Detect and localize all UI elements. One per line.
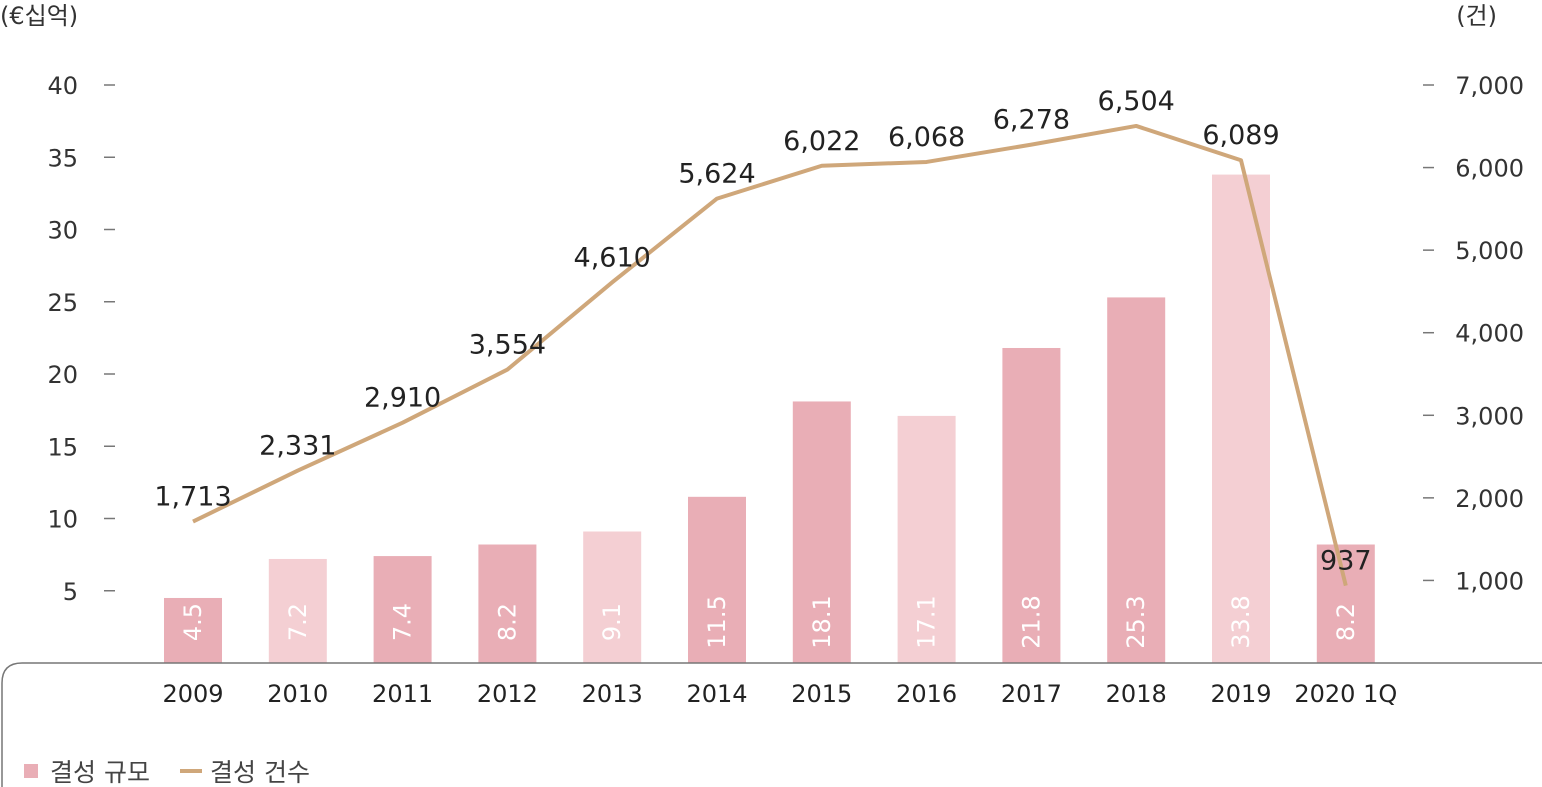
right-axis-tick-label: 3,000 [1455,402,1524,430]
left-axis-tick-label: 20 [47,361,78,389]
bar-value-label: 25.3 [1122,595,1150,648]
right-axis-tick-label: 1,000 [1455,567,1524,595]
bar-value-label: 4.5 [179,603,207,641]
count-value-label: 6,022 [783,126,860,157]
right-axis-tick-label: 2,000 [1455,485,1524,513]
bar [268,558,327,663]
bar-value-label: 8.2 [493,603,521,641]
bar-value-label: 9.1 [598,603,626,641]
right-axis-tick-label: 6,000 [1455,155,1524,183]
count-value-label: 5,624 [678,159,755,190]
count-value-label: 937 [1320,546,1372,577]
right-axis: 1,000 2,000 3,000 4,000 5,000 6,000 7,000 [1423,72,1524,595]
bar-series [164,174,1375,663]
bar-value-label: 8.2 [1332,603,1360,641]
x-axis-tick-label: 2011 [372,680,433,708]
right-axis-tick-label: 4,000 [1455,320,1524,348]
x-axis-tick-label: 2013 [582,680,643,708]
legend-bar-label: 결성 규모 [50,758,150,787]
bar-value-label: 17.1 [913,595,941,648]
x-axis-tick-label: 2018 [1106,680,1167,708]
count-value-label: 6,504 [1098,86,1175,117]
left-axis: 5 10 15 20 25 30 35 40 [47,72,115,606]
left-axis-tick-label: 25 [47,289,78,317]
bar-value-labels: 4.5 7.2 7.4 8.2 9.1 11.5 18.1 17.1 21.8 25.3 33.8 8… [179,595,1360,648]
x-axis-tick-label: 2019 [1210,680,1271,708]
right-axis-unit-label: (건) [1456,2,1497,30]
bar [478,544,537,663]
left-axis-unit-label: (€십억) [0,2,78,30]
bar-value-label: 7.4 [389,603,417,641]
bar-value-label: 7.2 [284,603,312,641]
x-axis-tick-label: 2020 1Q [1294,680,1397,708]
x-axis-tick-label: 2016 [896,680,957,708]
legend: 결성 규모 결성 건수 [24,758,310,787]
count-value-label: 6,089 [1202,120,1279,151]
left-axis-tick-label: 30 [47,217,78,245]
bar [688,496,746,663]
bar [583,531,642,663]
bar-value-label: 18.1 [808,595,836,648]
x-axis-tick-label: 2009 [162,680,223,708]
plot-baseline [1,662,1542,787]
count-line [192,123,1348,587]
count-value-label: 2,331 [259,431,336,462]
left-axis-tick-label: 35 [47,144,78,172]
x-axis-tick-label: 2017 [1001,680,1062,708]
count-value-label: 6,068 [888,122,965,153]
bar [373,556,432,663]
count-value-label: 3,554 [469,330,546,361]
left-axis-tick-label: 40 [47,72,78,100]
x-axis-tick-label: 2014 [686,680,747,708]
legend-bar-swatch [24,764,38,778]
x-axis-tick-label: 2015 [791,680,852,708]
bar [792,401,851,663]
left-axis-tick-label: 5 [63,578,78,606]
left-axis-tick-label: 10 [47,506,78,534]
bar-value-label: 21.8 [1017,595,1045,648]
left-axis-tick-label: 15 [47,433,78,461]
count-value-label: 6,278 [993,105,1070,136]
bar [1316,544,1375,663]
right-axis-tick-label: 5,000 [1455,237,1524,265]
x-axis-tick-labels: 2009 2010 2011 2012 2013 2014 2015 2016 2017 2018… [162,680,1397,708]
count-value-label: 2,910 [364,383,441,414]
count-value-label: 4,610 [574,242,651,273]
bar [1212,174,1270,663]
bar-value-label: 11.5 [703,595,731,648]
x-axis-tick-label: 2012 [477,680,538,708]
bar [1002,347,1061,663]
right-axis-tick-label: 7,000 [1455,72,1524,100]
bar [1107,297,1166,663]
count-value-labels: 1,713 2,331 2,910 3,554 4,610 5,624 6,022 6,068… [154,86,1371,577]
bar [164,597,222,663]
bar [897,415,956,663]
legend-line-label: 결성 건수 [210,758,310,787]
bar-value-label: 33.8 [1227,595,1255,648]
count-value-label: 1,713 [154,482,231,513]
x-axis-tick-label: 2010 [267,680,328,708]
